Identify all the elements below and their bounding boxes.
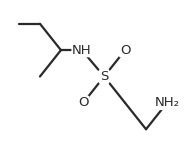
Text: NH₂: NH₂ <box>155 96 179 109</box>
Text: NH: NH <box>72 44 92 57</box>
Text: S: S <box>100 70 108 83</box>
Text: O: O <box>120 44 130 57</box>
Text: O: O <box>78 96 88 109</box>
